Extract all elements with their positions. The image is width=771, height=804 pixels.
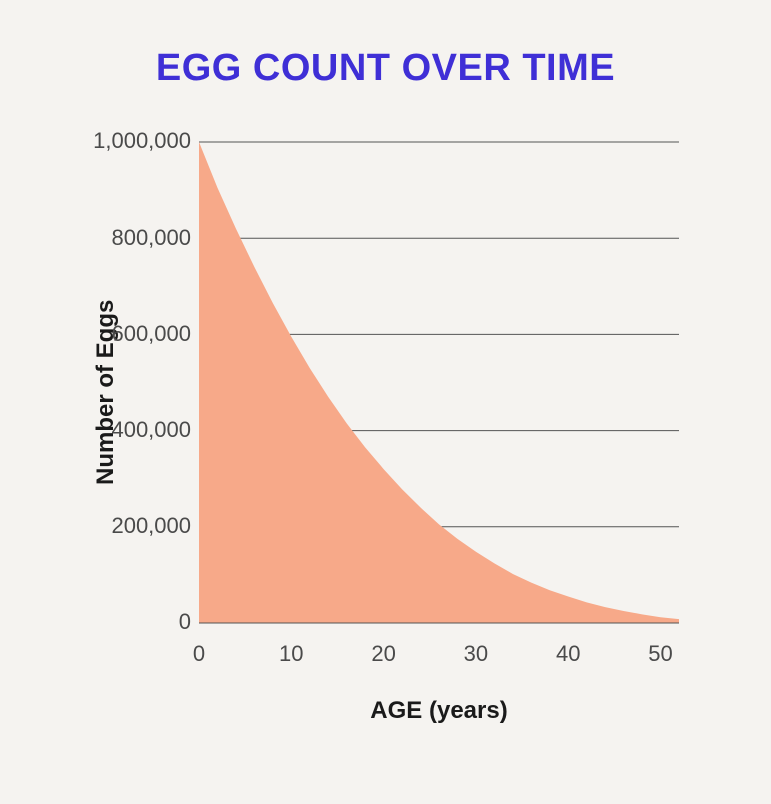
x-tick-label: 40 — [543, 641, 593, 667]
y-tick-label: 200,000 — [81, 513, 191, 539]
x-tick-label: 10 — [266, 641, 316, 667]
area-series — [199, 142, 679, 623]
y-tick-label: 400,000 — [81, 417, 191, 443]
x-tick-label: 50 — [636, 641, 686, 667]
x-axis-label: AGE (years) — [200, 697, 678, 725]
y-tick-label: 1,000,000 — [81, 128, 191, 154]
x-tick-label: 20 — [359, 641, 409, 667]
y-tick-label: 600,000 — [81, 321, 191, 347]
y-tick-label: 800,000 — [81, 225, 191, 251]
x-tick-label: 0 — [174, 641, 224, 667]
y-tick-label: 0 — [81, 609, 191, 635]
x-tick-label: 30 — [451, 641, 501, 667]
